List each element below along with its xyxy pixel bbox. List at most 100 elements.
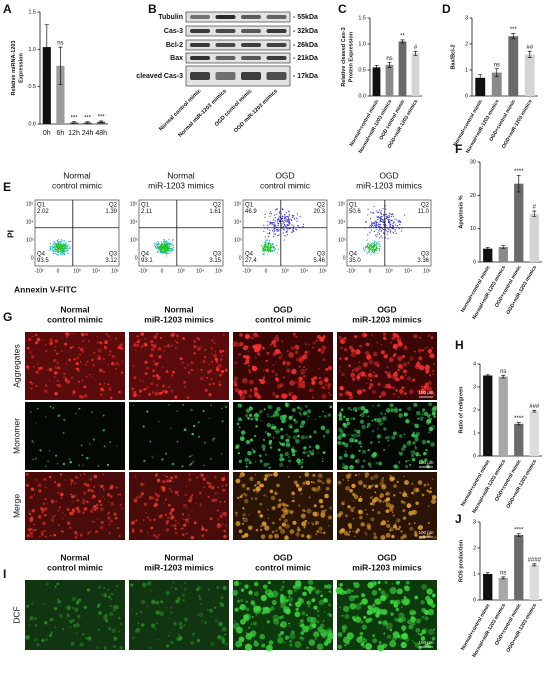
cell-signal — [76, 533, 79, 536]
cell-signal — [347, 406, 351, 410]
flow-event — [369, 218, 372, 220]
cell-signal — [346, 391, 349, 394]
flow-event — [376, 221, 378, 223]
cell-signal — [341, 372, 345, 377]
cell-signal — [197, 586, 201, 591]
cell-signal — [344, 356, 348, 361]
cell-signal — [400, 391, 403, 395]
cell-signal — [338, 413, 342, 417]
cell-signal — [64, 479, 67, 481]
cell-signal — [135, 496, 139, 500]
cell-signal — [281, 514, 286, 519]
cell-signal — [374, 598, 381, 605]
flow-event — [279, 229, 281, 231]
cell-signal — [289, 380, 295, 386]
cell-signal — [346, 641, 350, 645]
cell-signal — [290, 346, 295, 351]
cell-signal — [313, 605, 318, 610]
cell-signal — [159, 514, 163, 518]
cell-signal — [62, 530, 64, 533]
cell-signal — [295, 428, 300, 433]
cell-signal — [131, 608, 133, 611]
cell-signal — [383, 632, 386, 635]
flow-event — [262, 250, 264, 253]
flow-event — [374, 241, 376, 244]
cell-signal — [302, 451, 306, 455]
cell-signal — [386, 523, 391, 528]
cell-signal — [386, 435, 391, 440]
cell-signal — [184, 386, 186, 388]
flow-event — [376, 248, 378, 250]
cell-signal — [343, 605, 350, 613]
cell-signal — [322, 358, 326, 361]
flow-event — [58, 251, 60, 253]
cell-signal — [112, 605, 117, 610]
y-axis-label: Ratio of red/green — [458, 386, 464, 434]
cell-signal — [87, 636, 92, 641]
cell-signal — [401, 625, 407, 631]
y-tick-label: 4 — [473, 361, 476, 367]
flow-event — [67, 240, 70, 243]
cell-signal — [158, 533, 161, 536]
cell-signal — [315, 589, 320, 595]
blot-row-label: Tubulin — [158, 14, 183, 21]
cell-signal — [185, 532, 188, 535]
cell-signal — [300, 368, 306, 374]
cell-signal — [291, 408, 296, 412]
cell-signal — [256, 414, 261, 418]
cell-signal — [72, 345, 74, 348]
cell-signal — [132, 365, 135, 367]
cell-signal — [411, 457, 416, 462]
cell-signal — [387, 520, 389, 523]
cell-signal — [355, 603, 362, 610]
flow-event — [385, 216, 387, 218]
cell-signal — [165, 644, 170, 648]
cell-signal — [402, 362, 407, 367]
cell-signal — [150, 382, 154, 386]
cell-signal — [81, 500, 86, 505]
cell-signal — [33, 442, 35, 444]
cell-signal — [323, 584, 328, 589]
cell-signal — [313, 463, 315, 465]
cell-signal — [320, 531, 323, 534]
cell-signal — [32, 366, 35, 368]
flow-event — [278, 220, 280, 223]
cell-signal — [362, 412, 365, 414]
cell-signal — [135, 612, 138, 615]
blot-band — [266, 56, 287, 60]
flow-event — [382, 213, 385, 215]
cell-signal — [103, 357, 105, 360]
flow-event — [394, 230, 396, 232]
cell-signal — [389, 410, 391, 413]
cell-signal — [277, 448, 281, 452]
cell-signal — [395, 607, 400, 612]
cell-signal — [168, 487, 172, 491]
micrograph — [337, 580, 437, 650]
cell-signal — [412, 640, 414, 642]
error-bar — [527, 50, 532, 58]
flow-event — [166, 252, 168, 254]
flow-event — [273, 247, 275, 249]
cell-signal — [172, 370, 175, 374]
cell-signal — [26, 604, 30, 608]
cell-signal — [97, 484, 99, 487]
flow-event — [380, 211, 382, 213]
cell-signal — [85, 332, 89, 336]
flow-event — [155, 243, 157, 245]
cell-signal — [110, 605, 112, 608]
cell-signal — [92, 494, 96, 499]
cell-signal — [279, 441, 281, 444]
cell-signal — [217, 635, 222, 640]
cell-signal — [348, 391, 353, 397]
cell-signal — [347, 433, 350, 436]
cell-signal — [310, 481, 313, 483]
cell-signal — [360, 405, 366, 411]
cell-signal — [354, 460, 358, 463]
cell-signal — [30, 517, 33, 520]
flow-event — [286, 233, 288, 236]
cell-signal — [269, 489, 274, 494]
flow-event — [170, 251, 172, 253]
cell-signal — [157, 638, 160, 641]
cell-signal — [364, 472, 370, 477]
cell-signal — [96, 645, 100, 650]
